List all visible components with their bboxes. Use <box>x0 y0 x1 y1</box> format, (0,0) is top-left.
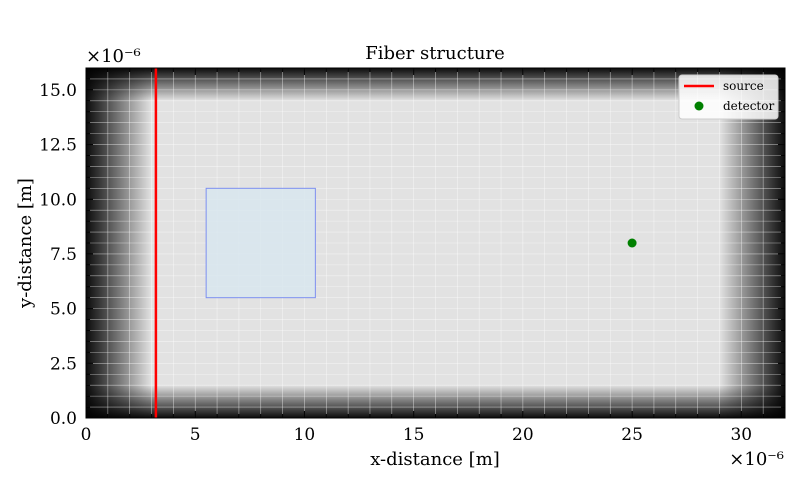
x-tick-label: 30 <box>730 425 752 445</box>
x-tick-label: 0 <box>81 425 92 445</box>
x-axis-label: x-distance [m] <box>370 449 500 470</box>
y-tick-label: 10.0 <box>39 190 77 210</box>
y-tick-label: 7.5 <box>50 245 77 265</box>
y-tick-labels: 0.0 2.5 5.0 7.5 10.0 12.5 15.0 <box>39 81 77 429</box>
x-tick-label: 15 <box>403 425 425 445</box>
legend-detector-label: detector <box>723 99 774 113</box>
y-tick-label: 15.0 <box>39 81 77 101</box>
detector-point <box>627 238 637 248</box>
y-offset-label: ×10⁻⁶ <box>86 46 141 67</box>
x-tick-labels: 0 5 10 15 20 25 30 <box>81 425 753 445</box>
legend-source-label: source <box>723 79 764 93</box>
fiber-region <box>205 187 316 299</box>
y-axis-label: y-distance [m] <box>15 178 36 309</box>
y-tick-label: 5.0 <box>50 300 77 320</box>
x-tick-label: 20 <box>512 425 534 445</box>
legend: source detector <box>678 74 779 120</box>
y-tick-label: 0.0 <box>50 409 77 429</box>
plot-frame <box>85 67 786 419</box>
axis-ticks <box>85 67 786 419</box>
y-tick-label: 2.5 <box>50 354 77 374</box>
legend-detector-swatch <box>694 101 704 111</box>
x-offset-label: ×10⁻⁶ <box>729 449 784 470</box>
x-tick-label: 10 <box>294 425 316 445</box>
x-tick-label: 5 <box>190 425 201 445</box>
chart-title: Fiber structure <box>365 43 505 64</box>
x-tick-label: 25 <box>621 425 643 445</box>
y-tick-label: 12.5 <box>39 136 77 156</box>
